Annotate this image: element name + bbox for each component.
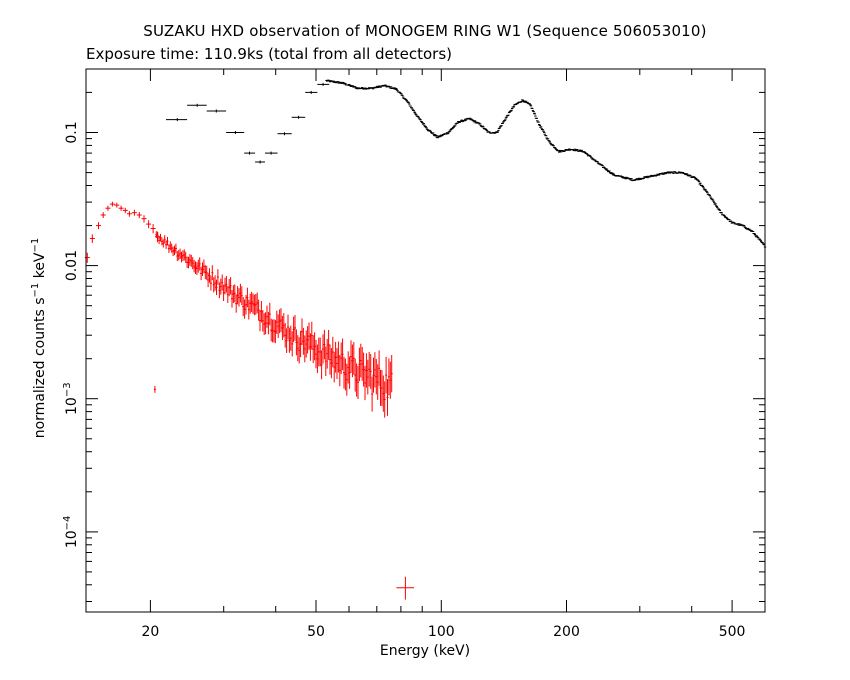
x-tick-label: 100 [428, 624, 455, 640]
y-tick-label-base: 10 [64, 530, 80, 548]
y-axis-label-exp1: −1 [30, 283, 41, 298]
chart-title: SUZAKU HXD observation of MONOGEM RING W… [143, 22, 707, 40]
y-tick-label-exp: −3 [62, 382, 73, 397]
y-tick-label-exp: −4 [62, 516, 73, 531]
y-tick-label-base: 0.01 [64, 250, 80, 281]
x-axis-label: Energy (keV) [380, 643, 470, 659]
plot-frame [85, 68, 766, 613]
x-tick-label: 20 [141, 624, 159, 640]
y-tick-label: 10−3 [62, 382, 80, 415]
y-tick-label-base: 10 [64, 397, 80, 415]
x-tick-label: 200 [553, 624, 580, 640]
y-tick-label: 10−4 [62, 516, 80, 549]
y-tick-label: 0.1 [64, 121, 80, 143]
y-axis-label: normalized counts s−1 keV−1 [30, 238, 48, 439]
axis-ticks [86, 69, 766, 612]
x-tick-label: 500 [719, 624, 746, 640]
y-axis-label-main: normalized counts s [32, 297, 48, 438]
series-gso-black [166, 79, 767, 248]
y-tick-label: 0.01 [64, 250, 80, 281]
chart-subtitle: Exposure time: 110.9ks (total from all d… [86, 45, 453, 63]
x-tick-label: 50 [307, 624, 325, 640]
y-tick-label-base: 0.1 [64, 121, 80, 143]
series-pin-red [84, 201, 414, 600]
y-axis-label-mid: keV [32, 252, 48, 283]
y-axis-label-exp2: −1 [30, 238, 41, 253]
